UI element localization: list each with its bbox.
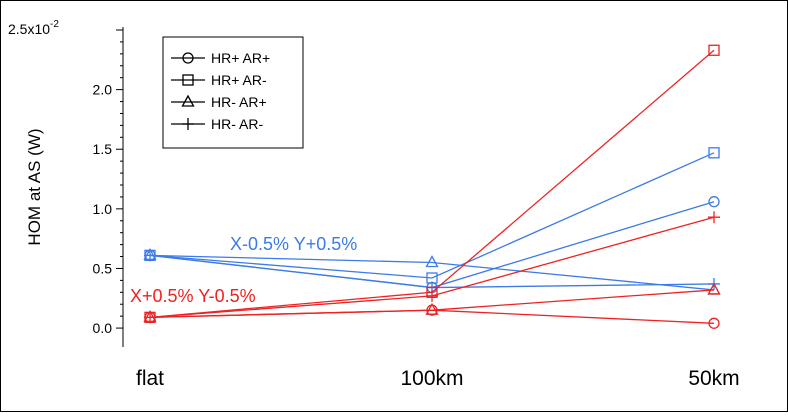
y-tick-label: 2.0 (93, 82, 113, 98)
y-tick-label: 0.0 (93, 320, 113, 336)
x-tick-label: 100km (400, 367, 463, 390)
group-annotation-label: X+0.5% Y-0.5% (130, 286, 256, 306)
y-axis-label: HOM at AS (W) (25, 128, 44, 245)
y-tick-label: 0.5 (93, 260, 113, 276)
y-exponent-value: -2 (50, 19, 59, 30)
legend-label: HR- AR+ (211, 94, 267, 110)
y-tick-label: 1.5 (93, 141, 113, 157)
legend-label: HR+ AR- (211, 72, 267, 88)
legend-label: HR+ AR+ (211, 50, 270, 66)
group-annotation-label: X-0.5% Y+0.5% (230, 234, 357, 254)
legend-label: HR- AR- (211, 116, 263, 132)
y-tick-label: 1.0 (93, 201, 113, 217)
x-tick-label: flat (136, 367, 164, 390)
y-exponent-prefix: x10 (27, 21, 50, 37)
x-tick-label: 50km (688, 367, 739, 390)
